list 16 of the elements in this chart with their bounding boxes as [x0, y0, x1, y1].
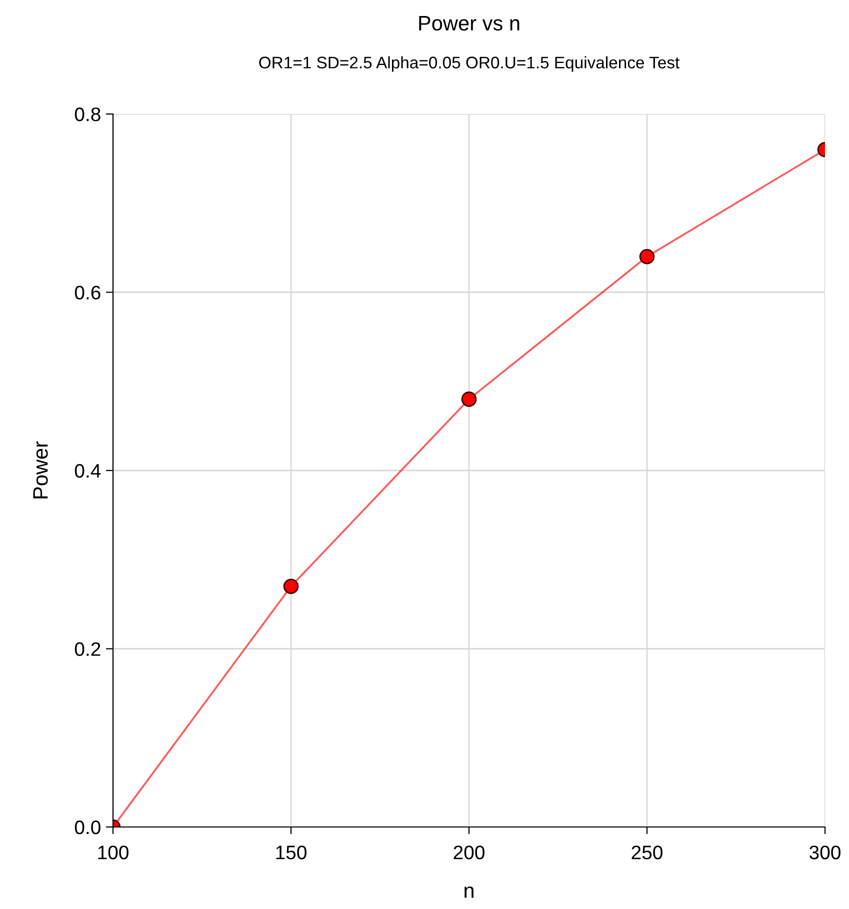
y-tick-label: 0.6 [74, 286, 100, 300]
point [461, 392, 477, 407]
x-tick-label: 150 [276, 846, 306, 860]
y-tick-label: 0.2 [74, 642, 100, 656]
chart-title: Power vs n [419, 16, 520, 31]
x-tick-label: 200 [454, 846, 484, 860]
x-tick-label: 100 [98, 846, 128, 860]
x-tick-label: 250 [632, 846, 662, 860]
point [283, 578, 299, 594]
x-axis-title: n [464, 886, 474, 898]
chart-subtitle: OR1=1 SD=2.5 Alpha=0.05 OR0.U=1.5 Equivalence Test [259, 56, 680, 72]
y-axis-title: Power [33, 441, 48, 498]
y-tick-label: 0.0 [74, 820, 100, 834]
y-tick-label: 0.4 [74, 464, 101, 478]
x-tick-label: 300 [810, 846, 840, 860]
y-tick-label: 0.8 [74, 107, 100, 122]
